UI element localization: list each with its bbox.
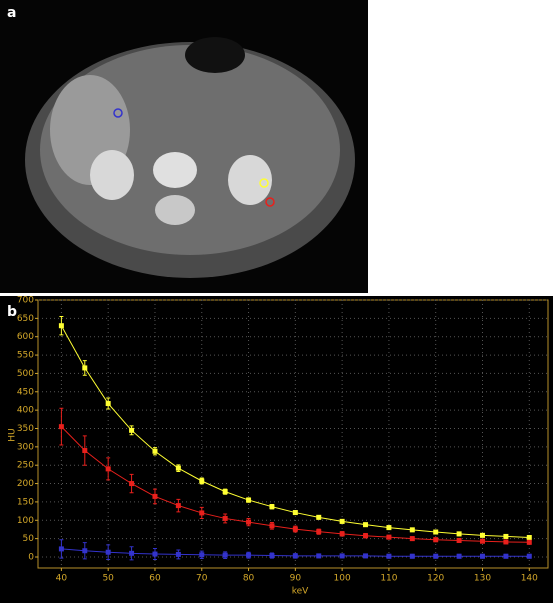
y-tick-label: 550 [17,351,34,361]
point [292,510,298,516]
point [386,525,392,531]
point [175,465,181,471]
panel-label: b [7,304,17,320]
point [199,510,205,516]
point [58,546,64,552]
x-axis-label: keV [292,587,309,597]
y-axis-label: HU [8,428,18,441]
x-tick-label: 90 [290,574,302,584]
point [292,553,298,559]
chart-background [0,296,553,603]
y-tick-label: 400 [17,406,34,416]
y-tick-label: 600 [17,332,34,342]
point [152,448,158,454]
panel-label: a [7,5,16,21]
point [363,522,369,528]
x-tick-label: 40 [56,574,68,584]
point [82,548,88,554]
point [433,537,439,543]
point [152,493,158,499]
point [339,553,345,559]
x-tick-label: 120 [427,574,444,584]
point [269,504,275,510]
point [222,489,228,495]
point [526,535,532,541]
point [339,531,345,537]
point [129,427,135,433]
x-tick-label: 50 [102,574,114,584]
point [199,478,205,484]
x-tick-label: 100 [334,574,351,584]
point [363,553,369,559]
point [479,532,485,538]
point [269,523,275,529]
y-tick-label: 650 [17,314,34,324]
point [82,448,88,454]
point [456,553,462,559]
y-tick-label: 350 [17,424,34,434]
point [363,533,369,539]
point [479,538,485,544]
point [503,539,509,545]
point [316,514,322,520]
point [246,519,252,525]
point [222,515,228,521]
y-tick-label: 500 [17,369,34,379]
point [58,424,64,430]
point [58,323,64,329]
point [105,549,111,555]
point [82,365,88,371]
y-tick-label: 150 [17,497,34,507]
point [526,539,532,545]
point [339,518,345,524]
y-tick-label: 250 [17,461,34,471]
point [175,551,181,557]
point [526,553,532,559]
x-tick-label: 140 [521,574,538,584]
x-tick-label: 110 [380,574,397,584]
x-tick-label: 130 [474,574,491,584]
point [386,534,392,540]
point [269,553,275,559]
point [292,526,298,532]
point [246,497,252,503]
point [409,536,415,542]
plot-frame [37,299,549,569]
point [503,553,509,559]
point [316,553,322,559]
point [503,533,509,539]
point [409,527,415,533]
point [175,503,181,509]
y-tick-label: 0 [28,552,34,562]
point [222,552,228,558]
point [129,550,135,556]
point [152,551,158,557]
ct-image: a [0,0,368,293]
point [129,481,135,487]
point [199,552,205,558]
point [433,529,439,535]
point [246,552,252,558]
point [316,529,322,535]
point [105,401,111,407]
y-tick-label: 700 [17,296,34,306]
y-tick-label: 450 [17,387,34,397]
point [386,553,392,559]
y-tick-label: 200 [17,479,34,489]
point [105,466,111,472]
point [433,553,439,559]
x-tick-label: 80 [243,574,255,584]
x-tick-label: 70 [196,574,208,584]
y-tick-label: 50 [23,534,35,544]
x-tick-label: 60 [149,574,161,584]
y-tick-label: 300 [17,442,34,452]
y-tick-label: 100 [17,516,34,526]
point [479,553,485,559]
point [409,553,415,559]
point [456,537,462,543]
point [456,531,462,537]
